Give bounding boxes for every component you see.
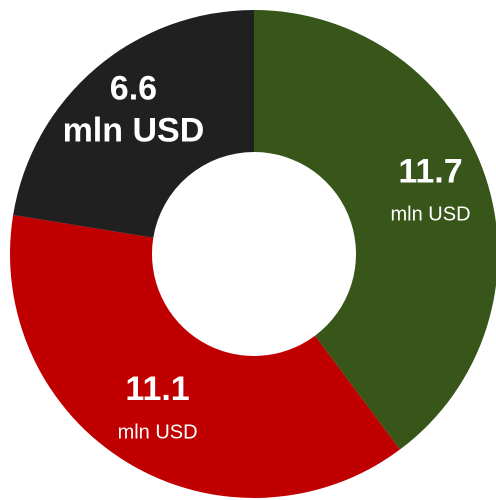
unit-label: mln USD [63,111,205,149]
donut-segment [10,215,400,499]
value-label: 11.7 [398,152,462,190]
value-label: 6.6 [110,69,157,107]
value-label: 11.1 [125,370,189,408]
unit-label: mln USD [391,204,471,226]
donut-segment [254,10,496,450]
donut-segment [13,10,255,238]
unit-label: mln USD [118,421,198,443]
